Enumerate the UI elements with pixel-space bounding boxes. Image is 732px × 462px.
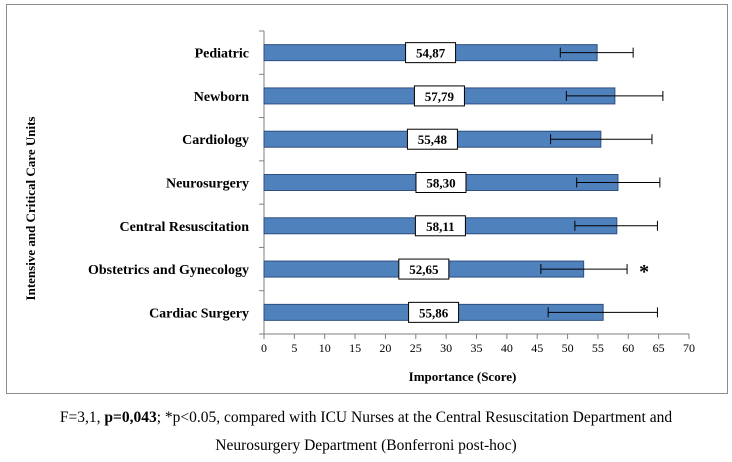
category-label: Central Resuscitation <box>120 220 250 235</box>
caption-line-2: Neurosurgery Department (Bonferroni post… <box>215 437 517 454</box>
x-tick-label: 20 <box>379 341 391 355</box>
category-label: Cardiology <box>182 133 249 148</box>
x-tick-label: 55 <box>592 341 604 355</box>
y-axis-title: Intensive and Critical Care Units <box>23 117 38 301</box>
data-label: 57,79 <box>425 89 455 104</box>
caption-note: ; *p<0.05, compared with ICU Nurses at t… <box>156 409 673 426</box>
x-tick-label: 70 <box>683 341 695 355</box>
x-tick-label: 50 <box>562 341 574 355</box>
caption-p-value: p=0,043 <box>104 409 157 426</box>
category-label: Neurosurgery <box>166 177 249 192</box>
significance-marker: * <box>639 261 649 283</box>
caption-line-1: F=3,1, p=0,043; *p<0.05, compared with I… <box>0 404 732 432</box>
data-label-box <box>408 301 460 323</box>
caption-stat: F=3,1, <box>59 409 105 426</box>
x-tick-label: 5 <box>291 341 297 355</box>
data-label: 52,65 <box>409 262 439 277</box>
figure-caption: F=3,1, p=0,043; *p<0.05, compared with I… <box>0 404 732 460</box>
data-label-box <box>414 215 466 237</box>
x-tick-label: 45 <box>531 341 543 355</box>
x-tick-label: 40 <box>501 341 513 355</box>
chart-frame: 0 5 10 15 20 25 30 35 40 45 50 55 60 65 70 54,87 Pediatr… <box>6 4 728 394</box>
data-label-box <box>413 85 465 107</box>
data-label: 54,87 <box>416 46 446 61</box>
x-axis-title: Importance (Score) <box>409 369 517 384</box>
data-label-box <box>415 172 467 193</box>
data-label: 58,30 <box>426 176 455 191</box>
x-tick-label: 35 <box>471 341 483 355</box>
x-tick-label: 0 <box>261 341 267 355</box>
x-tick-label: 25 <box>410 341 422 355</box>
category-label: Pediatric <box>195 47 249 62</box>
data-label: 55,48 <box>418 132 448 147</box>
data-label-box <box>398 258 450 280</box>
x-tick-label: 65 <box>653 341 665 355</box>
x-tick-label: 60 <box>622 341 634 355</box>
category-label: Newborn <box>194 90 249 105</box>
data-label-box <box>406 128 458 150</box>
x-tick-label: 10 <box>319 341 331 355</box>
bar-chart: 0 5 10 15 20 25 30 35 40 45 50 55 60 65 70 54,87 Pediatr… <box>23 30 695 384</box>
data-label: 55,86 <box>419 305 449 320</box>
category-label: Cardiac Surgery <box>149 306 249 321</box>
data-label-box <box>405 42 457 64</box>
x-tick-label: 15 <box>349 341 361 355</box>
category-label: Obstetrics and Gynecology <box>88 263 249 278</box>
x-tick-label: 30 <box>440 341 452 355</box>
data-label: 58,11 <box>426 219 455 234</box>
